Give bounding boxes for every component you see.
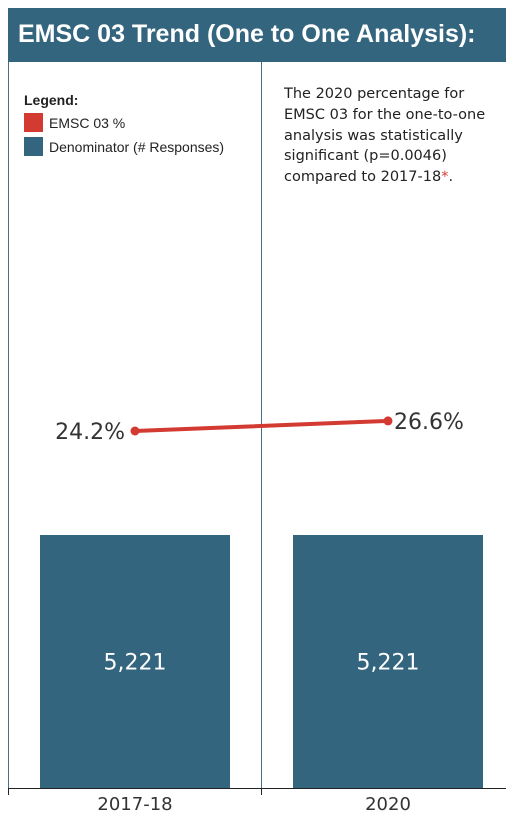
x-axis-tick	[8, 788, 9, 795]
x-tick-label-2017-18: 2017-18	[97, 794, 173, 815]
legend-swatch-blue	[24, 137, 43, 156]
legend-item-emsc03-pct: EMSC 03 %	[24, 113, 224, 132]
x-axis-baseline	[8, 788, 506, 789]
line-value-label: 24.2%	[55, 420, 125, 445]
emsc03-point	[383, 416, 393, 426]
significance-note: The 2020 percentage for EMSC 03 for the …	[284, 84, 496, 188]
legend-label: Denominator (# Responses)	[49, 138, 225, 155]
line-value-label: 26.6%	[394, 410, 464, 435]
legend: Legend: EMSC 03 % Denominator (# Respons…	[24, 92, 224, 161]
significance-marker: *	[441, 169, 449, 186]
title-underline	[8, 60, 506, 62]
legend-swatch-red	[24, 113, 43, 132]
chart-title: EMSC 03 Trend (One to One Analysis):	[8, 8, 506, 60]
legend-item-denominator: Denominator (# Responses)	[24, 137, 224, 156]
left-frame-line	[8, 62, 9, 788]
emsc03-point	[130, 426, 140, 436]
emsc03-trend-line	[133, 418, 390, 433]
legend-label: EMSC 03 %	[49, 114, 126, 131]
x-tick-label-2020: 2020	[365, 794, 411, 815]
bar-value-label: 5,221	[357, 651, 420, 676]
x-axis-tick	[261, 788, 262, 795]
legend-title: Legend:	[24, 92, 79, 108]
note-suffix: .	[448, 169, 454, 186]
denominator-bar	[293, 535, 483, 788]
denominator-bar	[40, 535, 230, 788]
bar-value-label: 5,221	[104, 651, 167, 676]
note-text: The 2020 percentage for EMSC 03 for the …	[284, 86, 486, 186]
